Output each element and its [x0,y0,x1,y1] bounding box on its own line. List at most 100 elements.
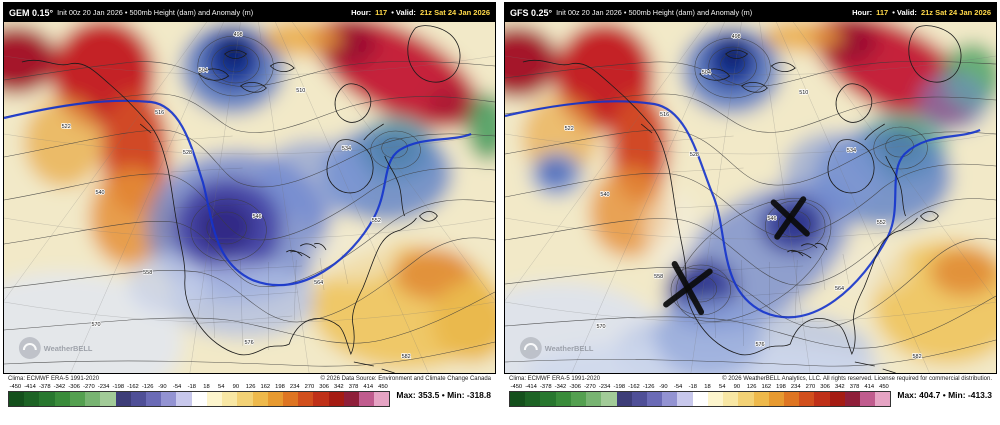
colorbar-tick: 54 [217,384,225,390]
logo-mark-icon [18,337,41,359]
contour-label: 540 [95,190,104,196]
colorbar-tick: -450 [510,384,523,390]
gem-header: GEM 0.15° Init 00z 20 Jan 2026 • 500mb H… [4,3,495,22]
annotations [663,196,810,315]
colorbar-tick: 450 [879,384,889,390]
colorbar-cell [753,392,769,406]
hour-value: 117 [876,8,889,17]
contour-label: 570 [91,322,100,328]
maxmin-text: Max: 353.5 • Min: -318.8 [396,390,491,400]
colorbar-tick: -306 [68,384,80,390]
valid-value: 21z Sat 24 Jan 2026 [419,8,490,17]
colorbar-cell [100,392,116,406]
contour-label: 558 [143,270,152,276]
contour-label: 546 [767,216,776,222]
colorbar-cell [631,392,647,406]
colorbar-cell [570,392,587,406]
colorbar-tick: 198 [776,384,786,390]
colorbar-tick: -162 [628,384,640,390]
contour-label: 498 [732,34,741,40]
colorbar-cells [509,391,892,407]
x-annotation [663,268,713,308]
colorbar-tick: -198 [112,384,125,390]
clima-note: Clima: ECMWF ERA-5 1991-2020 [8,376,100,382]
colorbar-cell [206,392,223,406]
colorbar-tick: 18 [203,384,210,390]
contour-label: 522 [62,124,71,130]
contour-label: 552 [372,218,381,224]
colorbar-cell [707,392,724,406]
colorbar: -450 -414 -378 -342 -306 -270 -234 -198 -162 -126… [8,383,391,407]
contour-label: 510 [799,90,808,96]
colorbar-cell [768,392,784,406]
colorbar-cell [601,392,617,406]
colorbar-cell [783,392,800,406]
contour-labels: 498 504 510 516 522 528 534 540 546 552 558 564 570 5… [564,33,922,360]
clima-note: Clima: ECMWF ERA-5 1991-2020 [509,376,601,382]
colorbar-tick: 90 [232,384,240,390]
colorbar-tick: 342 [333,384,344,390]
colorbar-tick: 270 [805,384,816,390]
colorbar-cell [510,392,526,406]
model-name: GFS 0.25° [510,7,553,18]
model-name: GEM 0.15° [9,7,54,18]
colorbar-tick: -342 [53,384,66,390]
gfs-footer: Clima: ECMWF ERA-5 1991-2020 © 2026 Weat… [504,374,997,407]
colorbar-tick: -270 [584,384,596,390]
contour-label: 576 [245,340,254,346]
contour-label: 516 [660,112,669,118]
colorbar-tick: -126 [141,384,154,390]
colorbar-tick: 414 [864,384,875,390]
colorbar-tick: 198 [275,384,285,390]
gfs-frame: GFS 0.25° Init 00z 20 Jan 2026 • 500mb H… [504,2,997,374]
weatherbell-logo: WeatherBELL [18,337,93,359]
colorbar-cell [677,392,693,406]
colorbar-cell [646,392,663,406]
contour-label: 540 [600,192,609,198]
colorbar-tick: -90 [158,384,167,390]
colorbar-tick: -234 [97,384,110,390]
colorbar-cell [359,392,375,406]
colorbar-tick: 342 [834,384,845,390]
colorbar-tick: 54 [718,384,726,390]
copyright-note: © 2026 Data Source: Environment and Clim… [320,376,491,382]
contour-label: 546 [252,214,261,220]
scale-row: -450 -414 -378 -342 -306 -270 -234 -198 -162 -126… [6,383,493,407]
colorbar-tick: 90 [733,384,741,390]
colorbar-tick: -90 [659,384,668,390]
gem-panel: GEM 0.15° Init 00z 20 Jan 2026 • 500mb H… [3,2,496,407]
model-comparison: GEM 0.15° Init 00z 20 Jan 2026 • 500mb H… [3,2,997,407]
logo-mark-icon [519,337,542,359]
colorbar-cell [176,392,192,406]
colorbar-cell [282,392,299,406]
weatherbell-logo: WeatherBELL [519,337,594,359]
colorbar-tick: -18 [187,384,196,390]
gem-valid-block: Hour: 117 • Valid: 21z Sat 24 Jan 2026 [351,8,490,17]
colorbar-tick: 126 [746,384,757,390]
colorbar-tick: -270 [83,384,95,390]
attribution-row: Clima: ECMWF ERA-5 1991-2020 © 2026 Weat… [507,376,994,383]
colorbar-cell [237,392,253,406]
gfs-header: GFS 0.25° Init 00z 20 Jan 2026 • 500mb H… [505,3,996,22]
colorbar-tick: -378 [38,384,51,390]
colorbar-tick: -18 [688,384,697,390]
colorbar-cell [39,392,55,406]
valid-value: 21z Sat 24 Jan 2026 [920,8,991,17]
colorbar-cell [69,392,86,406]
colorbar-ticks: -450 -414 -378 -342 -306 -270 -234 -198 -162 -126… [509,383,891,391]
colorbar-tick: 234 [790,384,801,390]
colorbar-cell [145,392,162,406]
colorbar-tick: 450 [378,384,388,390]
colorbar-cell [799,392,815,406]
colorbar-cell [222,392,238,406]
colorbar-cell [829,392,845,406]
contour-label: 576 [755,342,764,348]
hour-value: 117 [375,8,388,17]
colorbar-cell [540,392,556,406]
scale-row: -450 -414 -378 -342 -306 -270 -234 -198 -162 -126… [507,383,994,407]
colorbar-tick: 162 [260,384,271,390]
gfs-valid-block: Hour: 117 • Valid: 21z Sat 24 Jan 2026 [852,8,991,17]
gem-map: 498 504 510 516 522 528 534 540 546 552 558 564 570 5… [4,22,495,373]
anomaly-field [4,22,495,373]
colorbar-cell [723,392,739,406]
